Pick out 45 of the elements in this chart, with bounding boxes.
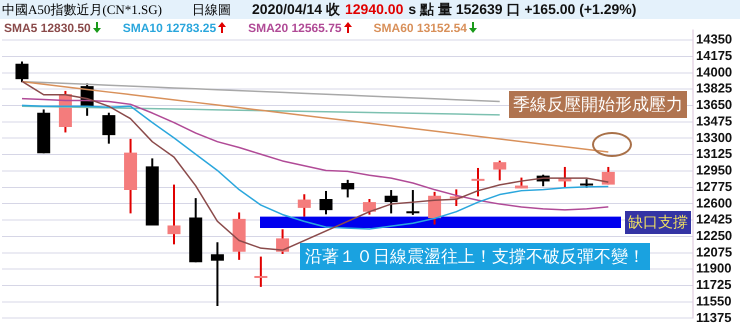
annotation: 沿著１０日線震盪往上！支撐不破反彈不變！ bbox=[300, 243, 650, 270]
text: SMA10 12783.25 bbox=[122, 21, 218, 35]
candlestick bbox=[254, 256, 268, 288]
candlestick bbox=[167, 184, 180, 246]
text: SMA60 13152.54 bbox=[374, 21, 468, 35]
y-tick-label: 12775 bbox=[696, 178, 732, 194]
y-tick-label: 12250 bbox=[696, 228, 732, 243]
candlestick bbox=[428, 190, 442, 226]
candlestick bbox=[362, 198, 376, 216]
y-tick-label: 12600 bbox=[696, 195, 732, 210]
y-tick-label: 13650 bbox=[696, 97, 732, 112]
candlestick bbox=[514, 176, 528, 190]
text: 12940.00 bbox=[344, 1, 404, 17]
candlestick bbox=[210, 241, 224, 308]
candlestick bbox=[298, 193, 311, 218]
y-tick-label: 14000 bbox=[696, 64, 732, 80]
y-tick-label: 11725 bbox=[696, 277, 732, 292]
candlestick bbox=[320, 190, 332, 216]
y-tick-label: 11375 bbox=[696, 310, 732, 325]
y-tick-label: 13300 bbox=[696, 130, 732, 145]
chart-subtitle: 日線圖 bbox=[192, 1, 231, 19]
y-tick-label: 13825 bbox=[696, 80, 732, 96]
candlestick bbox=[493, 160, 506, 182]
candlestick bbox=[472, 166, 485, 198]
y-tick-label: 13475 bbox=[696, 113, 732, 128]
candlestick bbox=[341, 178, 354, 198]
y-tick-label: 13125 bbox=[696, 146, 732, 162]
y-tick-label: 12425 bbox=[696, 212, 732, 227]
candlestick bbox=[15, 60, 28, 84]
candlestick bbox=[406, 189, 420, 216]
y-tick-label: 12950 bbox=[696, 162, 732, 178]
y-tick-label: 11550 bbox=[696, 293, 732, 308]
chart-title: 中國A50指數近月(CN*1.SG) bbox=[2, 1, 162, 19]
text: SMA5 12830.50 bbox=[4, 21, 92, 35]
text: s 點 量 152639 口 +165.00 (+1.29%) bbox=[408, 1, 636, 17]
y-tick-label: 12075 bbox=[696, 244, 732, 260]
candlestick bbox=[384, 189, 398, 214]
candlestick bbox=[102, 112, 116, 145]
y-tick-label: 11900 bbox=[696, 260, 732, 276]
text: 2020/04/14 收 bbox=[252, 1, 340, 17]
y-tick-label: 14175 bbox=[696, 48, 732, 64]
y-tick-label: 14350 bbox=[696, 32, 732, 47]
text: SMA20 12565.75 bbox=[248, 21, 343, 35]
annotation: 季線反壓開始形成壓力 bbox=[509, 91, 687, 118]
band-label: 缺口支撐 bbox=[625, 211, 691, 234]
